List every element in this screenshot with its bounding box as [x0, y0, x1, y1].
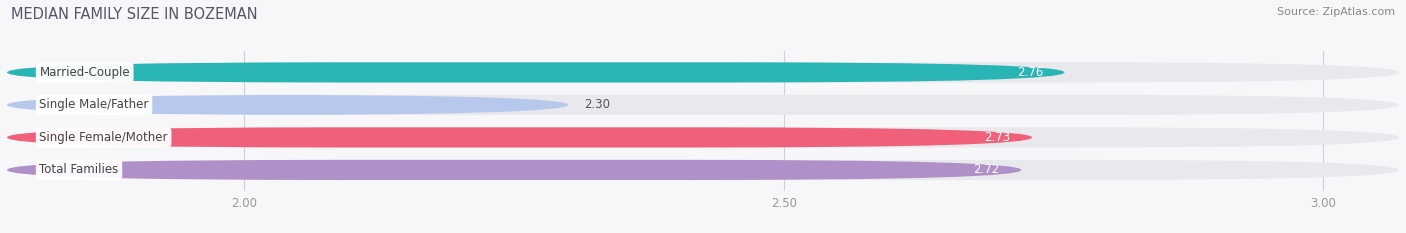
Text: Married-Couple: Married-Couple	[39, 66, 129, 79]
Text: 2.76: 2.76	[1017, 66, 1043, 79]
Text: Single Male/Father: Single Male/Father	[39, 98, 149, 111]
Text: 2.73: 2.73	[984, 131, 1011, 144]
FancyBboxPatch shape	[7, 127, 1399, 147]
Text: Source: ZipAtlas.com: Source: ZipAtlas.com	[1277, 7, 1395, 17]
FancyBboxPatch shape	[7, 62, 1399, 82]
FancyBboxPatch shape	[7, 160, 1021, 180]
FancyBboxPatch shape	[7, 62, 1064, 82]
FancyBboxPatch shape	[7, 160, 1399, 180]
FancyBboxPatch shape	[7, 95, 1399, 115]
FancyBboxPatch shape	[7, 95, 568, 115]
FancyBboxPatch shape	[7, 127, 1032, 147]
Text: 2.72: 2.72	[973, 163, 1000, 176]
Text: 2.30: 2.30	[585, 98, 610, 111]
Text: Total Families: Total Families	[39, 163, 118, 176]
Text: Single Female/Mother: Single Female/Mother	[39, 131, 167, 144]
Text: MEDIAN FAMILY SIZE IN BOZEMAN: MEDIAN FAMILY SIZE IN BOZEMAN	[11, 7, 257, 22]
